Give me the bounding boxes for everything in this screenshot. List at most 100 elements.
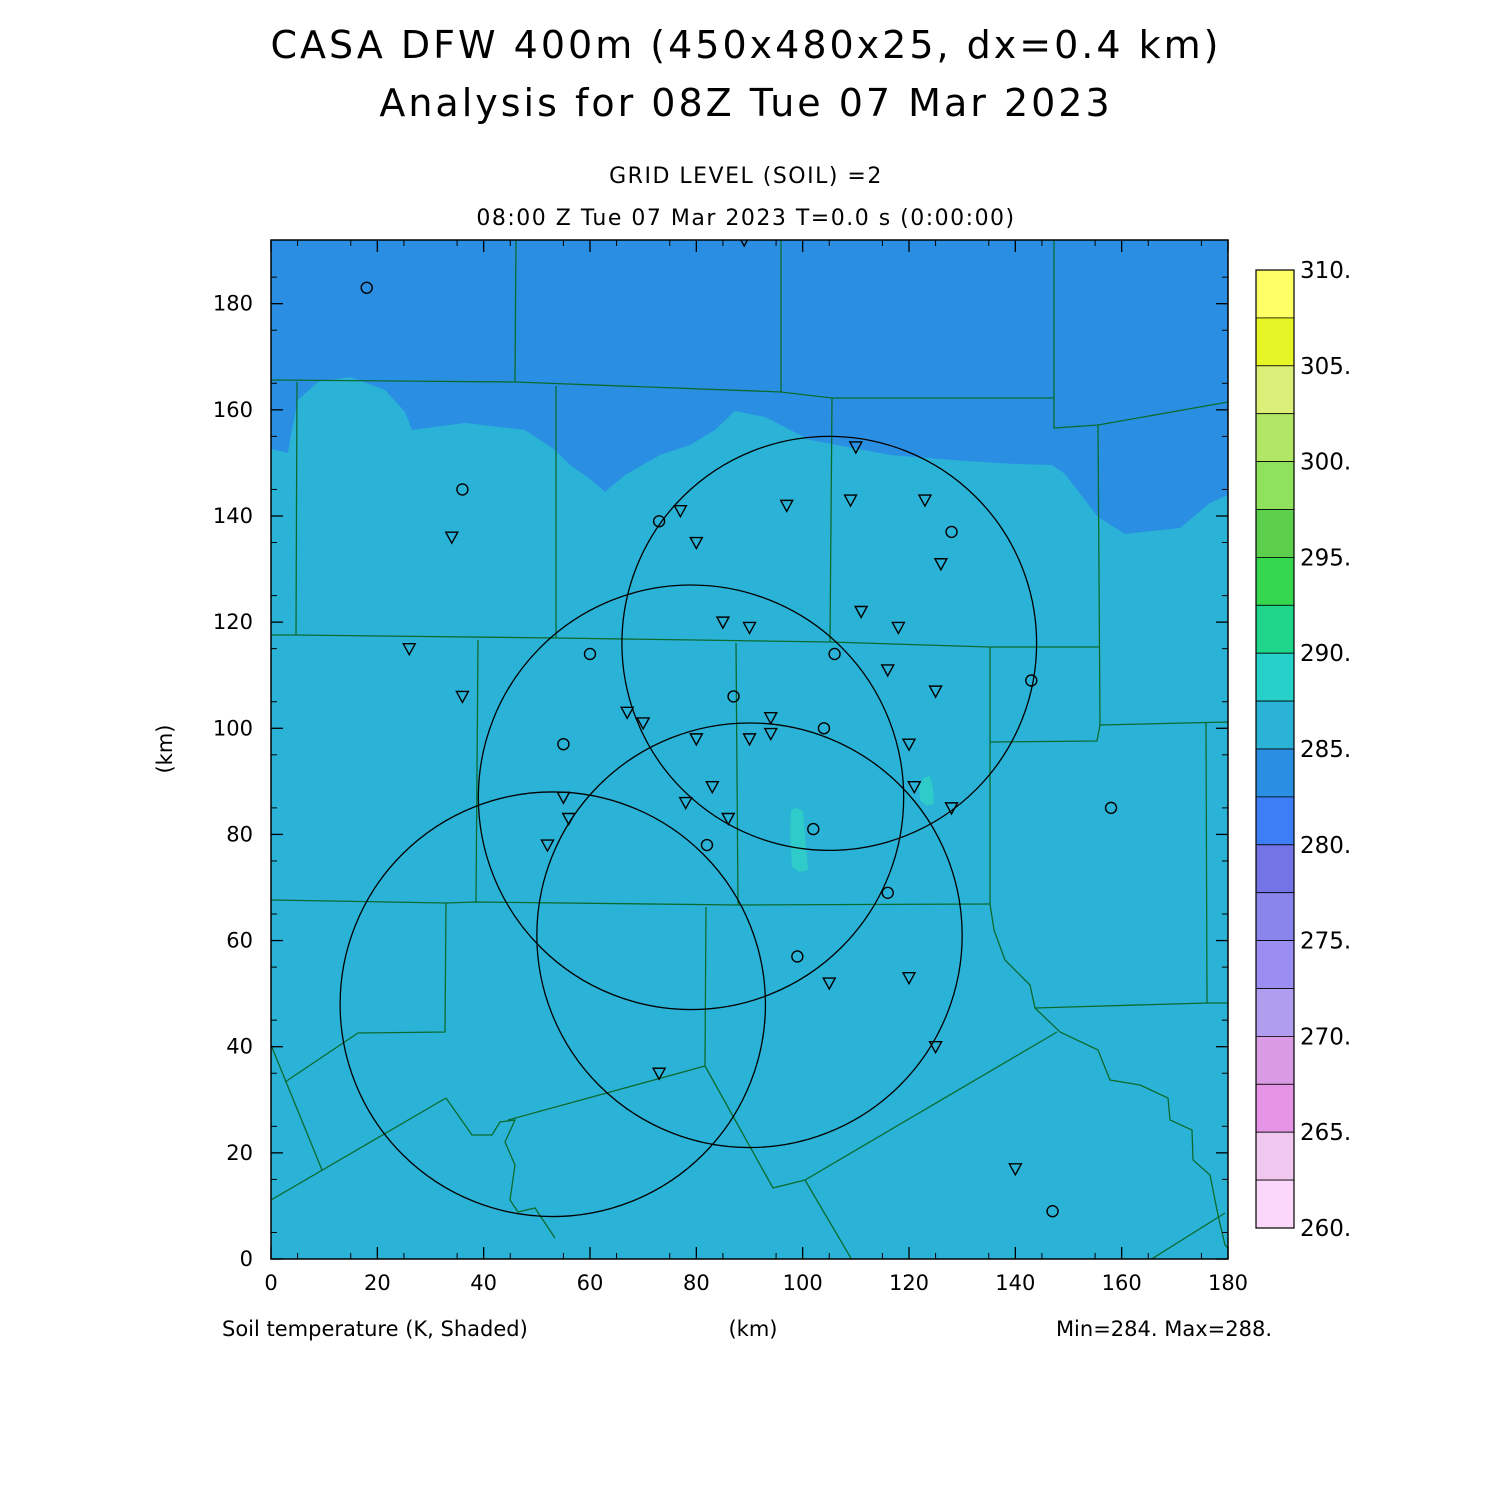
station-circle-marker: [456, 483, 469, 496]
station-circle-marker: [1025, 674, 1038, 687]
y-axis: 0 20 40 60 80 100 120 140 160 180: [213, 276, 1228, 1271]
station-circle-marker: [1104, 801, 1118, 815]
plot-frame: [270, 239, 1229, 1260]
colorbar-segment: [1255, 557, 1295, 606]
colorbar-segment: [1255, 940, 1295, 989]
x-tick-label: 120: [889, 1271, 929, 1295]
county-border: [1034, 1007, 1228, 1249]
colorbar-label: 285.: [1300, 737, 1351, 763]
colorbar-segment: [1255, 365, 1295, 415]
county-border: [271, 1044, 323, 1171]
station-circle-marker: [557, 737, 570, 751]
y-tick-label: 100: [213, 716, 253, 740]
colorbar-frame: [1255, 269, 1295, 1229]
y-tick-label: 0: [240, 1247, 253, 1271]
station-circle-marker: [727, 690, 740, 703]
station-triangle-marker: [901, 738, 917, 752]
county-borders: [271, 240, 1228, 1259]
colorbar-segment: [1255, 844, 1295, 894]
station-triangle-marker: [928, 1041, 943, 1055]
colorbar-segment: [1255, 413, 1295, 463]
county-border: [475, 639, 479, 903]
station-triangle-marker: [689, 536, 704, 550]
county-border: [804, 1179, 853, 1259]
station-triangle-marker: [853, 605, 869, 619]
colorbar-label: 290.: [1300, 641, 1351, 667]
station-triangle-marker: [402, 642, 417, 657]
colorbar-segment: [1255, 700, 1295, 750]
valid-time-label: 08:00 Z Tue 07 Mar 2023 T=0.0 s (0:00:00…: [476, 206, 1015, 231]
observation-stations: [360, 240, 1118, 1218]
county-border: [829, 397, 833, 643]
county-border: [1150, 1212, 1226, 1259]
y-tick-label: 120: [213, 610, 253, 634]
station-triangle-marker: [715, 616, 731, 630]
station-triangle-marker: [763, 727, 778, 742]
colorbar-segment: [1255, 604, 1295, 654]
y-tick-label: 60: [226, 929, 253, 953]
colorbar: 310. 305. 300. 295. 290. 285. 280. 275. 270. 265.…: [1255, 258, 1351, 1242]
radar-range-ring: [621, 435, 1038, 851]
station-circle-marker: [791, 950, 804, 963]
county-border: [271, 899, 991, 906]
station-triangle-marker: [907, 780, 922, 795]
county-border: [1053, 398, 1228, 429]
station-triangle-marker: [763, 711, 778, 726]
station-triangle-marker: [742, 621, 757, 635]
colorbar-label: 275.: [1300, 929, 1351, 955]
station-triangle-marker: [848, 441, 864, 455]
colorbar-segment: [1255, 652, 1295, 702]
station-circle-marker: [652, 515, 666, 528]
radar-range-ring: [339, 791, 767, 1218]
station-triangle-marker: [705, 780, 720, 795]
x-tick-label: 60: [577, 1271, 604, 1295]
station-triangle-marker: [673, 504, 688, 519]
min-max-label: Min=284. Max=288.: [1056, 1317, 1272, 1341]
station-triangle-marker: [444, 531, 459, 545]
field-cold-280-285: [271, 240, 1228, 534]
field-warm-patch: [790, 808, 808, 872]
y-tick-label: 140: [213, 504, 253, 528]
grid-level-label: GRID LEVEL (SOIL) =2: [609, 164, 883, 189]
y-tick-label: 80: [226, 822, 253, 846]
station-triangle-marker: [561, 812, 576, 826]
y-tick-label: 20: [226, 1141, 253, 1165]
station-triangle-marker: [928, 685, 943, 699]
colorbar-segment: [1255, 1083, 1295, 1133]
x-tick-label: 40: [470, 1271, 497, 1295]
map-title-line2: Analysis for 08Z Tue 07 Mar 2023: [379, 81, 1112, 125]
colorbar-segment: [1255, 796, 1295, 846]
x-tick-label: 140: [995, 1271, 1035, 1295]
station-triangle-marker: [455, 690, 470, 704]
colorbar-label: 310.: [1300, 258, 1351, 284]
station-triangle-marker: [721, 812, 736, 826]
county-border: [780, 240, 1055, 399]
station-triangle-marker: [620, 706, 635, 720]
station-triangle-marker: [891, 621, 906, 635]
station-circle-marker: [817, 722, 831, 735]
county-border: [295, 634, 1100, 648]
field-warm-patch: [919, 776, 934, 806]
county-border: [989, 903, 1208, 1009]
station-circle-marker: [360, 281, 373, 294]
x-axis-label: (km): [728, 1317, 777, 1341]
soil-temperature-field: [271, 240, 1228, 1259]
county-border: [271, 1097, 447, 1201]
station-triangle-marker: [933, 558, 949, 572]
station-triangle-marker: [880, 664, 895, 678]
station-circle-marker: [583, 647, 597, 661]
variable-label: Soil temperature (K, Shaded): [222, 1317, 528, 1341]
x-tick-label: 180: [1208, 1271, 1248, 1295]
colorbar-segment: [1255, 509, 1295, 558]
colorbar-segment: [1255, 461, 1295, 510]
county-border: [735, 642, 739, 906]
station-triangle-marker: [556, 791, 571, 805]
colorbar-segment: [1255, 748, 1295, 798]
colorbar-label: 270.: [1300, 1024, 1351, 1050]
station-triangle-marker: [651, 1067, 667, 1081]
station-circle-marker: [1046, 1205, 1059, 1218]
station-triangle-marker: [901, 972, 917, 986]
radar-range-rings: [339, 435, 1038, 1218]
station-circle-marker: [881, 886, 894, 899]
